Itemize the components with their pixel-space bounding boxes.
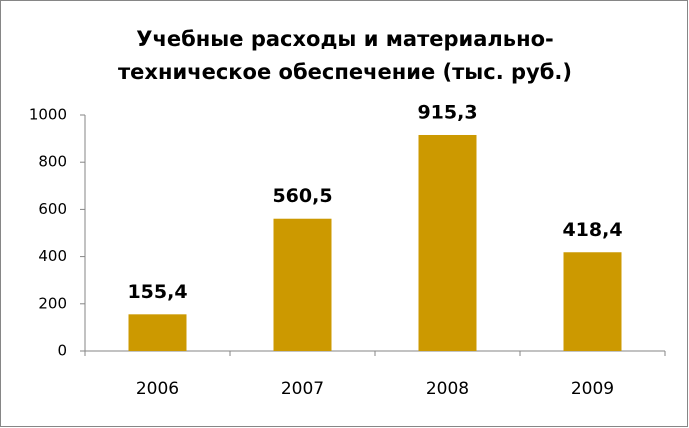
value-label: 418,4: [562, 219, 622, 241]
y-tick-label: 600: [38, 200, 67, 218]
bar: [418, 134, 477, 351]
x-tick-label: 2007: [281, 379, 324, 399]
y-tick-label: 200: [38, 294, 67, 312]
x-tick-label: 2008: [426, 379, 469, 399]
y-tick-label: 800: [38, 153, 67, 171]
chart-title: техническое обеспечение (тыс. руб.): [118, 60, 572, 84]
chart-title: Учебные расходы и материально-: [136, 27, 553, 51]
y-tick-label: 400: [38, 247, 67, 265]
x-tick-label: 2006: [136, 379, 179, 399]
y-tick-label: 1000: [29, 106, 67, 124]
x-tick-label: 2009: [571, 379, 614, 399]
bar: [128, 314, 187, 351]
bar: [273, 218, 332, 351]
value-label: 155,4: [127, 281, 187, 303]
y-tick-label: 0: [57, 342, 67, 360]
value-label: 560,5: [272, 185, 332, 207]
bar: [563, 252, 622, 351]
value-label: 915,3: [417, 101, 477, 123]
